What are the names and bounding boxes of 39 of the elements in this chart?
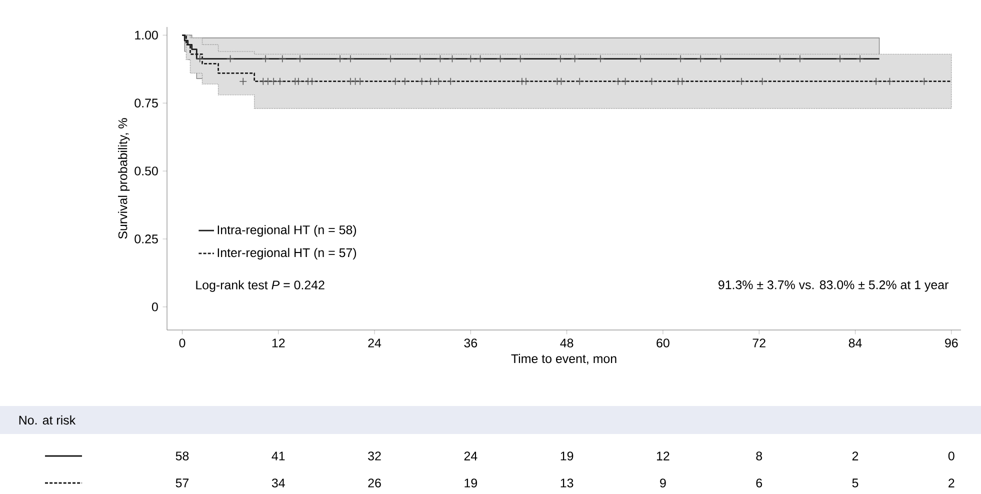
y-tick-label: 1.00 — [135, 30, 158, 40]
text: 19 — [464, 478, 478, 488]
annotation: Log-rank test P = 0.242 — [196, 280, 324, 292]
text: 34 — [272, 478, 285, 488]
y-axis-title: Survival probability, % — [118, 118, 130, 239]
text: 2 — [852, 452, 858, 460]
text: 12 — [656, 452, 670, 460]
text: 58 — [176, 452, 189, 460]
x-tick-label: 48 — [560, 338, 574, 348]
text: 8 — [756, 452, 762, 460]
text: 6 — [756, 478, 762, 488]
x-tick-label: 72 — [752, 338, 766, 348]
text: 9 — [660, 478, 666, 488]
x-tick-label: 12 — [272, 338, 285, 348]
text: 26 — [368, 478, 381, 488]
text: 13 — [560, 478, 574, 488]
x-axis-title: Time to event, mon — [511, 354, 616, 365]
text: 0 — [948, 452, 954, 460]
text: 57 — [176, 478, 189, 488]
text: 2 — [948, 478, 954, 488]
x-tick-label: 84 — [848, 338, 862, 348]
y-tick-label: 0 — [152, 302, 158, 312]
x-tick-label: 96 — [945, 338, 958, 348]
legend-label: Inter-regional HT (n = 57) — [218, 248, 356, 260]
x-tick-label: 0 — [179, 338, 186, 348]
x-tick-label: 36 — [464, 338, 478, 348]
text: 32 — [368, 452, 381, 460]
annotation: 91.3% ± 3.7% vs. 83.0% ± 5.2% at 1 year — [718, 280, 948, 292]
y-tick-label: 0.75 — [134, 98, 158, 108]
text: 5 — [852, 478, 858, 488]
y-tick-label: 0.25 — [134, 234, 158, 244]
x-tick-label: 60 — [656, 338, 670, 348]
y-tick-label: 0.50 — [134, 166, 158, 176]
x-tick-label: 24 — [368, 338, 382, 348]
text: 19 — [560, 452, 574, 460]
text: 24 — [464, 452, 478, 460]
text: No. at risk — [19, 415, 76, 425]
text: 41 — [272, 452, 285, 460]
legend-label: Intra-regional HT (n = 58) — [218, 225, 356, 237]
